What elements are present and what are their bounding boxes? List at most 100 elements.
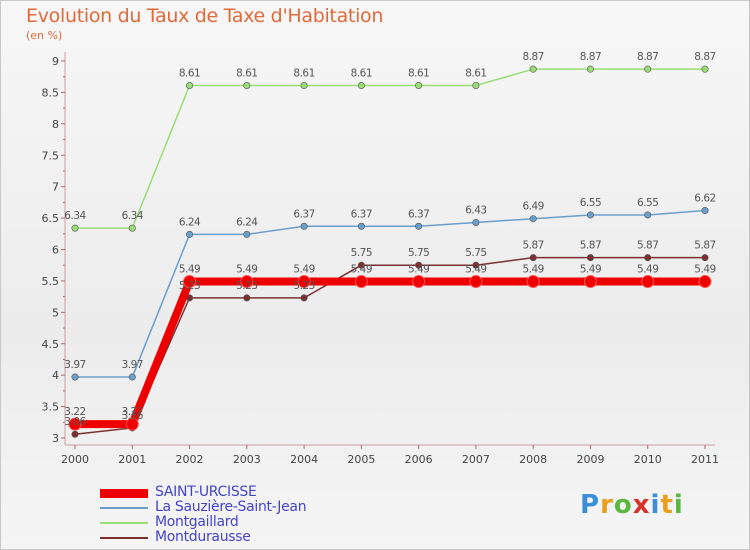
data-point: [128, 224, 136, 232]
data-label: 5.23: [179, 280, 200, 292]
data-label: 5.75: [408, 247, 429, 259]
series-line: [75, 209, 706, 378]
data-point: [415, 261, 423, 269]
y-tick-label: 3.5: [42, 401, 60, 414]
data-point: [586, 211, 594, 219]
data-label: 8.61: [408, 68, 429, 80]
data-label: 8.87: [694, 51, 715, 63]
y-tick-label: 5: [52, 306, 59, 319]
data-point: [472, 261, 480, 269]
data-label: 5.87: [694, 240, 715, 252]
data-label: 5.49: [179, 264, 200, 276]
x-tick-label: 2006: [405, 453, 433, 466]
data-label: 5.49: [351, 264, 372, 276]
y-tick-label: 5.5: [42, 275, 60, 288]
x-tick-label: 2004: [290, 453, 318, 466]
y-tick-label: 4: [52, 369, 59, 382]
y-tick-label: 7: [52, 181, 59, 194]
data-point: [243, 294, 251, 302]
data-point: [357, 222, 365, 230]
data-label: 5.49: [465, 264, 486, 276]
data-point: [357, 82, 365, 90]
data-point: [183, 275, 197, 289]
data-point: [357, 261, 365, 269]
data-point: [529, 215, 537, 223]
data-label: 3.22: [122, 406, 143, 418]
data-label: 8.61: [293, 68, 314, 80]
y-tick-label: 3: [52, 432, 59, 445]
data-label: 5.49: [236, 264, 257, 276]
data-label: 6.55: [637, 197, 658, 209]
chart-title: Evolution du Taux de Taxe d'Habitation: [26, 5, 384, 27]
data-label: 6.34: [122, 210, 144, 222]
x-tick-label: 2005: [347, 453, 375, 466]
data-label: 6.62: [694, 193, 715, 205]
series-line: [75, 277, 705, 429]
legend-swatch: [100, 489, 148, 498]
data-point: [701, 207, 709, 215]
x-tick-label: 2002: [176, 453, 204, 466]
data-label: 3.97: [122, 359, 143, 371]
data-label: 8.61: [179, 68, 200, 80]
data-label: 8.87: [580, 51, 601, 63]
data-label: 8.61: [465, 68, 486, 80]
data-label: 8.61: [236, 68, 257, 80]
y-tick-label: 7.5: [42, 149, 60, 162]
x-tick-label: 2007: [462, 453, 490, 466]
data-point: [300, 294, 308, 302]
y-tick-label: 8: [52, 118, 59, 131]
x-tick-label: 2008: [519, 453, 547, 466]
data-point: [240, 275, 254, 289]
data-point: [472, 218, 480, 226]
data-label: 3.06: [64, 416, 86, 428]
data-label: 6.37: [351, 208, 372, 220]
legend-swatch: [100, 507, 148, 509]
data-label: 5.49: [694, 264, 715, 276]
data-point: [586, 254, 594, 262]
data-point: [71, 373, 79, 381]
x-tick-label: 2010: [634, 453, 662, 466]
data-label: 6.37: [293, 208, 314, 220]
data-label: 5.49: [580, 264, 601, 276]
data-point: [128, 373, 136, 381]
data-label: 5.87: [522, 240, 543, 252]
series-line: [75, 68, 705, 229]
data-label: 6.37: [408, 208, 429, 220]
data-label: 5.49: [522, 264, 543, 276]
data-point: [71, 430, 79, 438]
data-label: 6.49: [522, 201, 543, 213]
x-tick-label: 2003: [233, 453, 261, 466]
data-label: 6.43: [465, 204, 486, 216]
legend-label: Montdurausse: [155, 529, 251, 545]
data-point: [186, 82, 194, 90]
data-point: [701, 65, 709, 73]
y-tick-label: 6: [52, 244, 59, 257]
data-point: [701, 254, 709, 262]
data-label: 8.87: [637, 51, 658, 63]
legend-label: SAINT-URCISSE: [155, 484, 257, 500]
data-label: 8.61: [351, 68, 372, 80]
data-label: 5.23: [236, 280, 257, 292]
legend-swatch: [100, 537, 148, 539]
data-label: 5.87: [637, 240, 658, 252]
data-point: [300, 222, 308, 230]
data-point: [415, 82, 423, 90]
data-point: [641, 275, 655, 289]
data-point: [644, 254, 652, 262]
data-point: [354, 275, 368, 289]
data-label: 8.87: [522, 51, 543, 63]
chart-unit-label: (en %): [26, 29, 63, 42]
data-label: 5.75: [351, 247, 372, 259]
data-point: [469, 275, 483, 289]
y-tick-label: 8.5: [42, 86, 60, 99]
data-label: 6.24: [236, 216, 258, 228]
x-tick-label: 2009: [576, 453, 604, 466]
data-point: [125, 417, 139, 431]
legend-item: Montgaillard: [100, 514, 400, 531]
data-label: 6.34: [64, 210, 86, 222]
legend-swatch: [100, 522, 148, 524]
data-point: [586, 65, 594, 73]
data-label: 5.23: [293, 280, 314, 292]
y-tick-label: 9: [52, 55, 59, 68]
data-point: [68, 417, 82, 431]
